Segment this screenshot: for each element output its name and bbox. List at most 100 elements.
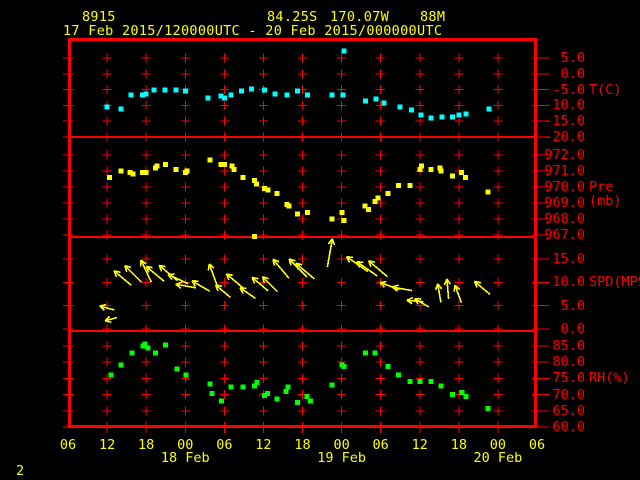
wind-arrow-line xyxy=(446,278,452,285)
data-point-relative_humidity xyxy=(285,384,291,390)
data-point-relative_humidity xyxy=(283,389,289,395)
wind-arrow-line xyxy=(436,283,442,303)
data-point-relative_humidity xyxy=(385,364,391,370)
data-point-pressure xyxy=(407,182,413,188)
data-point-relative_humidity xyxy=(264,391,270,397)
y-tick-label-wind_speed: 5.0 xyxy=(560,297,585,314)
data-point-relative_humidity xyxy=(209,391,215,397)
wind-arrow-line xyxy=(251,277,256,284)
wind-arrow-line xyxy=(99,305,115,311)
data-point-pressure xyxy=(341,218,347,224)
wind-arrow-line xyxy=(446,278,450,299)
y-tick-label-relative_humidity: 60.0 xyxy=(552,419,585,435)
y-tick-label-relative_humidity: 80.0 xyxy=(552,354,585,371)
data-point-relative_humidity xyxy=(417,379,423,385)
wind-arrow-line xyxy=(208,263,219,287)
data-point-relative_humidity xyxy=(108,372,114,378)
wind-arrow-line xyxy=(167,273,189,285)
wind-arrow-line xyxy=(145,266,150,273)
wind-arrow xyxy=(367,260,389,278)
wind-arrow-line xyxy=(453,285,456,292)
time-range: 17 Feb 2015/120000UTC - 20 Feb 2015/0000… xyxy=(63,23,443,39)
data-point-pressure xyxy=(184,168,190,174)
x-hour-label: 12 xyxy=(255,437,272,453)
data-point-temperature xyxy=(221,95,227,101)
x-date-label: 20 Feb xyxy=(473,450,523,466)
x-hour-label: 12 xyxy=(411,437,428,453)
wind-arrow-line xyxy=(262,275,269,280)
wind-arrow-line xyxy=(175,281,183,286)
data-point-pressure xyxy=(207,157,213,163)
data-point-temperature xyxy=(408,107,414,113)
wind-arrow-line xyxy=(104,315,111,322)
y-tick-label-pressure: 969.0 xyxy=(544,195,585,211)
station-longitude: 170.07W xyxy=(330,9,389,25)
data-point-relative_humidity xyxy=(228,384,234,390)
data-point-temperature xyxy=(397,104,403,110)
data-point-temperature xyxy=(228,92,234,98)
wind-arrow-line xyxy=(391,286,398,292)
wind-arrow-line xyxy=(368,260,389,278)
wind-arrow-line xyxy=(331,238,336,246)
station-id: 8915 xyxy=(82,9,116,25)
wind-arrow-line xyxy=(191,280,197,287)
wind-arrow-line xyxy=(104,320,112,324)
data-point-pressure xyxy=(462,174,468,180)
wind-arrow xyxy=(124,264,143,283)
wind-arrow-line xyxy=(251,276,259,280)
data-point-relative_humidity xyxy=(183,372,189,378)
data-point-temperature xyxy=(151,87,157,93)
wind-arrow xyxy=(434,283,443,303)
wind-arrow xyxy=(207,263,219,287)
data-point-relative_humidity xyxy=(459,390,465,396)
data-point-pressure xyxy=(437,165,443,171)
wind-arrow-line xyxy=(327,238,333,245)
data-point-temperature xyxy=(456,112,462,118)
wind-arrow-line xyxy=(191,280,211,292)
data-point-pressure xyxy=(449,173,455,179)
wind-arrow xyxy=(167,273,189,285)
y-tick-label-temperature: -5.0 xyxy=(552,81,585,98)
y-tick-label-relative_humidity: 70.0 xyxy=(552,386,585,403)
wind-arrow-line xyxy=(158,265,163,272)
y-tick-label-relative_humidity: 65.0 xyxy=(552,402,585,419)
wind-arrow-line xyxy=(159,264,166,268)
y-tick-label-temperature: 0.0 xyxy=(560,65,585,82)
wind-arrow xyxy=(239,286,256,300)
wind-arrow xyxy=(453,284,463,304)
data-point-relative_humidity xyxy=(407,379,413,385)
wind-arrow-line xyxy=(239,287,244,294)
x-hour-label: 06 xyxy=(216,437,233,453)
data-point-pressure xyxy=(294,211,300,217)
wind-arrow-line xyxy=(140,259,147,265)
data-point-relative_humidity xyxy=(485,406,491,412)
wind-arrow xyxy=(443,278,452,299)
wind-arrow xyxy=(104,315,118,324)
y-tick-label-wind_speed: 10.0 xyxy=(552,274,585,291)
data-point-relative_humidity xyxy=(329,382,335,388)
data-point-relative_humidity xyxy=(142,341,148,347)
data-point-temperature xyxy=(329,92,335,98)
wind-arrow-line xyxy=(454,284,461,291)
wind-arrow-line xyxy=(215,284,231,299)
wind-arrow-line xyxy=(272,258,280,263)
wind-arrow-line xyxy=(379,282,386,288)
x-hour-label: 12 xyxy=(98,437,116,453)
wind-arrow-line xyxy=(437,283,443,290)
y-tick-label-temperature: -15.0 xyxy=(544,113,585,130)
data-point-temperature xyxy=(428,115,434,121)
data-point-pressure xyxy=(365,206,371,212)
wind-arrow-line xyxy=(113,270,121,274)
wind-arrow-line xyxy=(261,276,278,293)
data-point-relative_humidity xyxy=(129,350,135,356)
wind-arrow-line xyxy=(356,260,364,264)
data-point-relative_humidity xyxy=(395,372,401,378)
data-point-pressure xyxy=(265,187,271,193)
wind-arrow xyxy=(139,259,153,283)
data-point-temperature xyxy=(104,104,110,110)
wind-arrow-line xyxy=(326,238,334,268)
wind-arrow-line xyxy=(295,263,299,270)
panel-unit-label-wind_speed: SPD(MPS) xyxy=(589,274,640,291)
data-point-pressure xyxy=(329,216,335,222)
